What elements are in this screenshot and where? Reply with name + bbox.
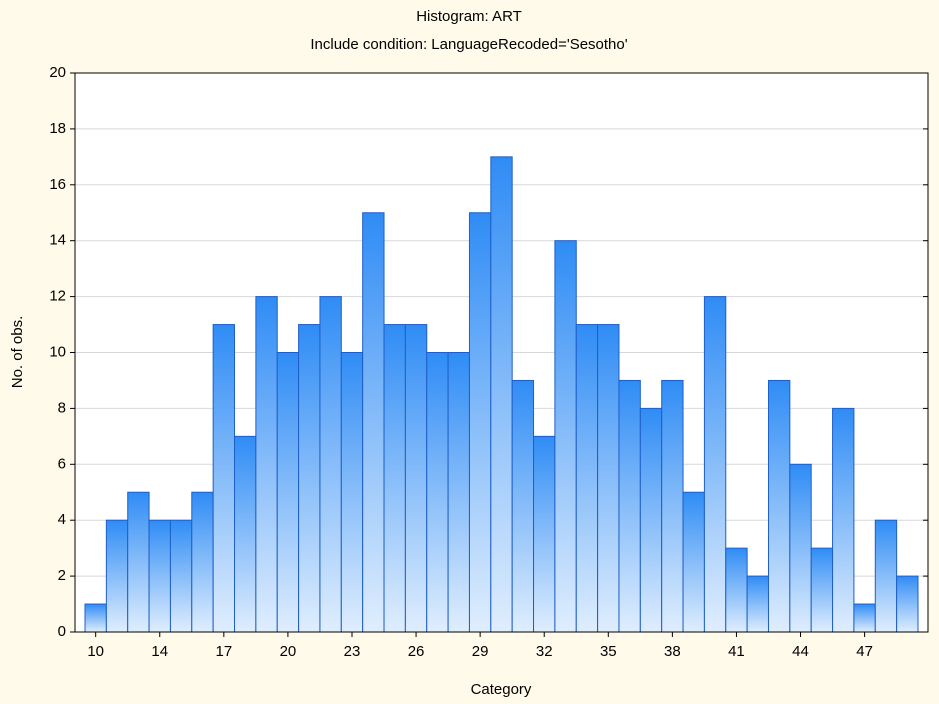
bar bbox=[832, 407, 855, 633]
bar bbox=[169, 519, 193, 633]
y-tick-label: 2 bbox=[58, 567, 66, 584]
bar bbox=[298, 324, 321, 633]
bar bbox=[746, 575, 769, 633]
y-tick-label: 4 bbox=[58, 511, 66, 528]
bar bbox=[362, 212, 385, 633]
x-tick-label: 10 bbox=[87, 643, 104, 660]
bar bbox=[84, 603, 107, 633]
bar bbox=[319, 296, 342, 633]
bar bbox=[597, 324, 620, 633]
bar bbox=[682, 491, 705, 633]
bar bbox=[490, 156, 513, 633]
x-tick-label: 32 bbox=[536, 643, 553, 660]
bar bbox=[725, 547, 748, 633]
x-tick-label: 47 bbox=[856, 643, 873, 660]
bar bbox=[639, 407, 663, 633]
chart-subtitle: Include condition: LanguageRecoded='Seso… bbox=[310, 36, 627, 53]
bar bbox=[191, 491, 214, 633]
bar bbox=[276, 352, 300, 633]
bar bbox=[212, 324, 236, 633]
bar bbox=[511, 379, 535, 633]
y-tick-label: 8 bbox=[58, 399, 66, 416]
bar bbox=[383, 324, 406, 633]
bar bbox=[148, 519, 171, 633]
bar bbox=[554, 240, 577, 633]
x-tick-label: 26 bbox=[408, 643, 425, 660]
y-tick-label: 14 bbox=[49, 232, 66, 249]
bar bbox=[789, 463, 812, 633]
bar bbox=[874, 519, 898, 633]
bar bbox=[767, 379, 791, 633]
bar bbox=[661, 379, 684, 633]
bar bbox=[255, 296, 278, 633]
y-tick-label: 16 bbox=[49, 176, 66, 193]
y-tick-label: 20 bbox=[49, 64, 66, 81]
y-tick-label: 6 bbox=[58, 455, 66, 472]
x-tick-label: 17 bbox=[215, 643, 232, 660]
x-tick-label: 20 bbox=[280, 643, 297, 660]
x-tick-label: 41 bbox=[728, 643, 745, 660]
x-tick-label: 35 bbox=[600, 643, 617, 660]
plot-frame bbox=[74, 72, 929, 633]
bar bbox=[533, 435, 556, 633]
x-tick-label: 38 bbox=[664, 643, 681, 660]
bar bbox=[618, 379, 641, 633]
bar bbox=[234, 435, 257, 633]
y-tick-label: 18 bbox=[49, 120, 66, 137]
bar bbox=[340, 352, 364, 633]
bar bbox=[127, 491, 150, 633]
x-tick-label: 44 bbox=[792, 643, 809, 660]
bar bbox=[447, 352, 470, 633]
y-axis-label: No. of obs. bbox=[9, 316, 26, 389]
x-tick-label: 23 bbox=[344, 643, 361, 660]
y-tick-label: 12 bbox=[49, 288, 66, 305]
bar bbox=[468, 212, 492, 633]
bar bbox=[703, 296, 727, 633]
bar bbox=[426, 352, 449, 633]
bar bbox=[404, 324, 428, 633]
x-tick-label: 29 bbox=[472, 643, 489, 660]
y-tick-label: 0 bbox=[58, 623, 66, 640]
x-axis-label: Category bbox=[471, 681, 532, 698]
chart-title: Histogram: ART bbox=[416, 8, 522, 25]
bar bbox=[810, 547, 834, 633]
bar bbox=[105, 519, 129, 633]
bar bbox=[896, 575, 919, 633]
y-tick-label: 10 bbox=[49, 343, 66, 360]
x-tick-label: 14 bbox=[151, 643, 168, 660]
bar bbox=[853, 603, 876, 633]
bar bbox=[575, 324, 599, 633]
